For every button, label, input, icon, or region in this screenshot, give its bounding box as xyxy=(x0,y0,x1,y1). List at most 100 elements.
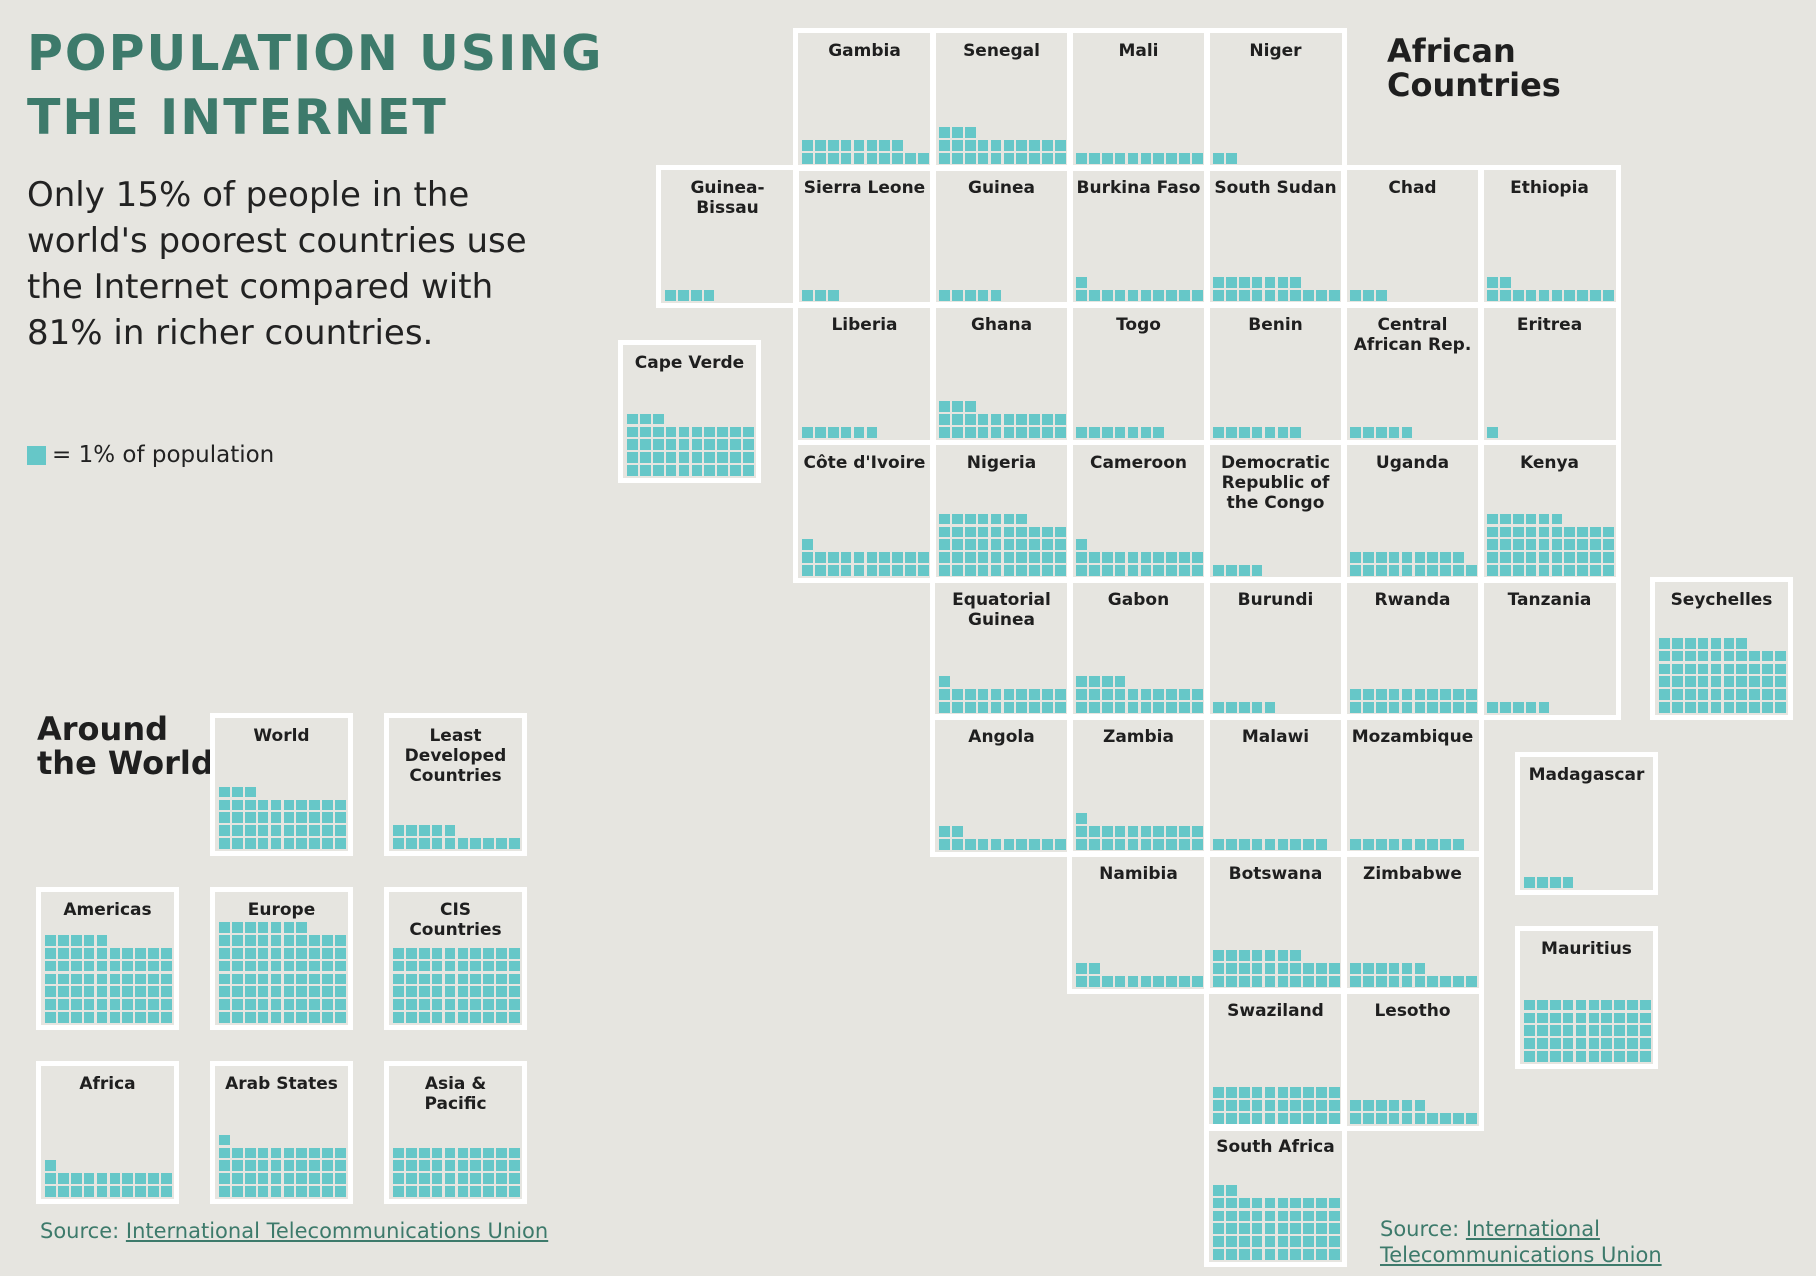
waffle-square xyxy=(257,812,269,824)
waffle-square xyxy=(1684,689,1696,701)
waffle-square xyxy=(444,960,456,972)
country-cell: South Sudan xyxy=(1204,165,1347,308)
waffle-square xyxy=(1388,963,1400,975)
waffle-square xyxy=(1603,565,1614,576)
waffle-square xyxy=(939,826,950,838)
waffle-square xyxy=(1512,539,1524,551)
country-cell: Botswana xyxy=(1204,851,1347,994)
waffle-square xyxy=(1427,552,1439,564)
waffle-square xyxy=(1277,950,1289,962)
waffle-squares xyxy=(1213,1085,1343,1124)
waffle-square xyxy=(743,452,754,464)
waffle-square xyxy=(1697,702,1709,713)
waffle-square xyxy=(1290,839,1302,850)
waffle-square xyxy=(135,947,147,959)
waffle-square xyxy=(1238,1197,1250,1209)
country-cell: Mali xyxy=(1067,28,1210,171)
waffle-square xyxy=(431,960,443,972)
waffle-square xyxy=(1316,1087,1327,1099)
waffle-square xyxy=(1238,565,1250,576)
waffle-square xyxy=(57,999,69,1011)
waffle-square xyxy=(802,539,813,551)
waffle-square xyxy=(1487,277,1498,289)
waffle-square xyxy=(1762,689,1773,701)
waffle-squares xyxy=(1076,674,1206,713)
waffle-square xyxy=(1564,552,1576,564)
waffle-squares xyxy=(1076,811,1206,850)
waffle-square xyxy=(905,552,916,564)
waffle-square xyxy=(1251,702,1263,713)
country-cell: Swaziland xyxy=(1204,988,1347,1131)
waffle-square xyxy=(335,973,346,985)
waffle-square xyxy=(1551,565,1563,576)
waffle-square xyxy=(231,1186,243,1197)
waffle-square xyxy=(1264,1210,1276,1222)
waffle-square xyxy=(1179,153,1190,164)
waffle-square xyxy=(1536,877,1548,888)
source-link[interactable]: International Telecommunications Union xyxy=(125,1219,549,1243)
waffle-square xyxy=(678,439,690,451)
waffle-square xyxy=(1736,637,1748,649)
waffle-square xyxy=(418,1186,430,1197)
waffle-square xyxy=(1290,427,1302,438)
waffle-square xyxy=(431,947,443,959)
waffle-square xyxy=(1076,539,1087,551)
waffle-square xyxy=(219,1160,230,1172)
waffle-square xyxy=(977,526,989,538)
waffle-square xyxy=(853,565,865,576)
waffle-square xyxy=(444,1160,456,1172)
waffle-square xyxy=(1251,1113,1263,1124)
waffle-square xyxy=(665,290,676,301)
waffle-square xyxy=(743,465,754,476)
waffle-square xyxy=(135,973,147,985)
country-cell: Mozambique xyxy=(1341,714,1484,857)
waffle-square xyxy=(1388,552,1400,564)
waffle-square xyxy=(1562,999,1574,1011)
waffle-square xyxy=(1549,999,1561,1011)
waffle-square xyxy=(1127,290,1139,301)
waffle-square xyxy=(1029,539,1041,551)
waffle-squares xyxy=(1350,550,1480,576)
waffle-square xyxy=(135,1173,147,1185)
country-cell: Eritrea xyxy=(1478,302,1621,445)
legend: = 1% of population xyxy=(27,442,274,468)
waffle-square xyxy=(1564,290,1576,301)
waffle-square xyxy=(1487,565,1498,576)
waffle-square xyxy=(665,426,677,438)
waffle-square xyxy=(1414,839,1426,850)
country-label: Zambia xyxy=(1103,727,1174,747)
waffle-square xyxy=(1238,702,1250,713)
waffle-square xyxy=(57,1173,69,1185)
waffle-square xyxy=(431,973,443,985)
waffle-square xyxy=(1251,1197,1263,1209)
waffle-square xyxy=(335,986,346,998)
waffle-square xyxy=(1153,826,1165,838)
waffle-square xyxy=(270,986,282,998)
waffle-square xyxy=(1388,1113,1400,1124)
waffle-square xyxy=(257,1173,269,1185)
waffle-square xyxy=(1710,676,1722,688)
waffle-square xyxy=(1213,1197,1224,1209)
waffle-square xyxy=(1192,565,1203,576)
waffle-square xyxy=(335,1012,346,1023)
waffle-square xyxy=(231,1012,243,1023)
waffle-square xyxy=(1016,526,1028,538)
waffle-square xyxy=(1499,290,1511,301)
waffle-square xyxy=(1003,526,1015,538)
waffle-square xyxy=(1166,552,1178,564)
waffle-square xyxy=(990,427,1002,438)
waffle-square xyxy=(1225,1236,1237,1248)
waffle-square xyxy=(509,960,520,972)
country-cell: Guinea- Bissau xyxy=(656,165,799,308)
country-label: Senegal xyxy=(963,41,1040,61)
waffle-square xyxy=(1076,290,1087,301)
waffle-square xyxy=(244,1160,256,1172)
waffle-square xyxy=(1329,963,1340,975)
waffle-square xyxy=(470,947,482,959)
waffle-square xyxy=(1614,1038,1626,1050)
waffle-square xyxy=(840,427,852,438)
waffle-square xyxy=(244,973,256,985)
waffle-square xyxy=(1736,663,1748,675)
waffle-square xyxy=(1697,637,1709,649)
source-link[interactable]: International Telecommunications Union xyxy=(1380,1217,1662,1267)
